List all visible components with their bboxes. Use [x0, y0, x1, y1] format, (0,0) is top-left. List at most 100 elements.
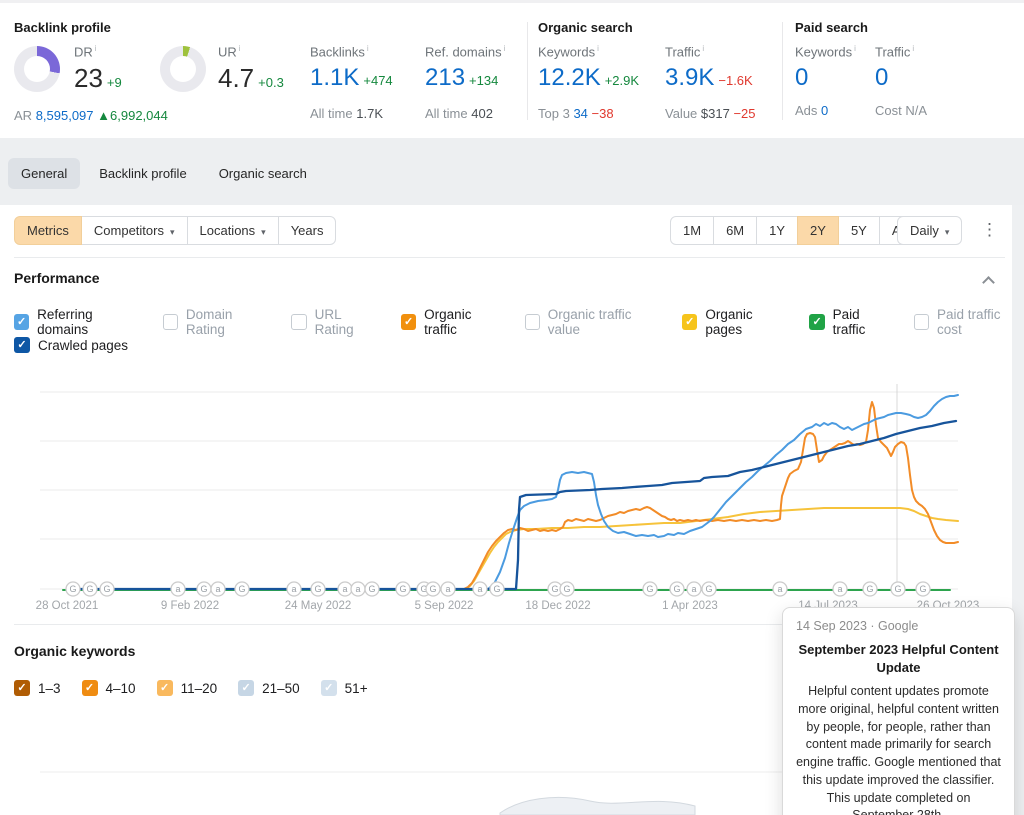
svg-text:G: G — [399, 584, 406, 594]
tab-general[interactable]: General — [8, 158, 81, 189]
checkbox-icon: ✓ — [401, 314, 417, 330]
svg-text:a: a — [777, 584, 782, 594]
organic-traffic-delta: −1.6K — [718, 73, 753, 89]
organic-traffic-value[interactable]: 3.9K — [665, 64, 715, 92]
backlinks-value[interactable]: 1.1K — [310, 64, 360, 92]
caret-down-icon: ▾ — [169, 227, 175, 237]
value-delta: −25 — [733, 106, 756, 122]
ar-label: AR — [14, 108, 33, 123]
svg-text:a: a — [445, 584, 450, 594]
range-5y-button[interactable]: 5Y — [837, 216, 880, 245]
svg-text:G: G — [673, 584, 680, 594]
ref-domains-metric: Ref. domains i 213 +134 All time 402 — [425, 44, 505, 121]
checkbox-domain-rating[interactable]: Domain Rating — [162, 307, 271, 337]
svg-text:G: G — [894, 584, 901, 594]
svg-text:G: G — [646, 584, 653, 594]
competitors-dropdown[interactable]: Competitors ▾ — [80, 216, 188, 245]
info-icon: i — [503, 44, 506, 53]
range-1m-button[interactable]: 1M — [670, 216, 715, 245]
tooltip-title: September 2023 Helpful Content Update — [798, 642, 999, 675]
ur-value: 4.7 — [218, 63, 255, 94]
tooltip-body: Helpful content updates promote more ori… — [796, 684, 1001, 815]
paid-keywords-value[interactable]: 0 — [795, 64, 809, 92]
checkbox-pos-51plus[interactable]: ✓ 51+ — [320, 680, 368, 696]
divider — [14, 257, 1005, 258]
checkbox-icon: ✓ — [320, 680, 337, 696]
checkbox-pos-1-3[interactable]: ✓ 1–3 — [14, 680, 61, 696]
svg-text:G: G — [86, 584, 93, 594]
svg-text:18 Dec 2022: 18 Dec 2022 — [525, 600, 590, 612]
google-update-tooltip: 14 Sep 2023 · Google September 2023 Help… — [782, 607, 1015, 815]
organic-keywords-value[interactable]: 12.2K — [538, 64, 601, 92]
tab-band: General Backlink profile Organic search — [0, 138, 1024, 205]
ur-donut-gauge — [160, 46, 206, 92]
granularity-dropdown[interactable]: Daily ▾ — [897, 216, 963, 245]
checkbox-crawled-pages[interactable]: ✓ Crawled pages — [14, 337, 128, 353]
checkbox-paid-traffic-cost[interactable]: Paid traffic cost — [913, 307, 1024, 337]
checkbox-icon: ✓ — [14, 680, 30, 696]
value-amount: $317 — [700, 106, 730, 122]
svg-text:a: a — [837, 584, 842, 594]
checkbox-pos-21-50[interactable]: ✓ 21–50 — [238, 680, 300, 696]
ads-value[interactable]: 0 — [821, 103, 829, 119]
paid-traffic-value[interactable]: 0 — [875, 64, 889, 92]
range-2y-button[interactable]: 2Y — [797, 216, 839, 245]
svg-text:24 May 2022: 24 May 2022 — [285, 600, 352, 612]
metrics-button[interactable]: Metrics — [14, 216, 82, 245]
ref-domains-delta: +134 — [469, 73, 499, 89]
organic-keywords-label: Keywords — [538, 44, 596, 60]
divider — [527, 22, 528, 120]
svg-text:G: G — [705, 584, 712, 594]
range-6m-button[interactable]: 6M — [713, 216, 758, 245]
checkbox-organic-traffic-value[interactable]: Organic traffic value — [524, 307, 662, 337]
tab-backlink-profile[interactable]: Backlink profile — [99, 166, 187, 181]
top-border — [0, 0, 1024, 3]
svg-text:9 Feb 2022: 9 Feb 2022 — [161, 600, 219, 612]
tab-organic-search[interactable]: Organic search — [218, 166, 307, 181]
organic-traffic-label: Traffic — [665, 44, 701, 60]
divider — [782, 22, 783, 120]
backlinks-alltime-value: 1.7K — [356, 106, 383, 122]
svg-text:a: a — [691, 584, 696, 594]
ref-domains-value[interactable]: 213 — [425, 64, 466, 92]
checkbox-pos-11-20[interactable]: ✓ 11–20 — [156, 680, 217, 696]
checkbox-icon: ✓ — [81, 680, 98, 696]
more-options-kebab-icon[interactable]: ⋮ — [981, 220, 998, 239]
svg-text:a: a — [215, 584, 220, 594]
years-button[interactable]: Years — [277, 216, 337, 245]
checkbox-url-rating[interactable]: URL Rating — [291, 307, 380, 337]
ur-label: UR — [218, 44, 237, 60]
checkbox-organic-traffic[interactable]: ✓ Organic traffic — [401, 307, 503, 337]
organic-keywords-title: Organic keywords — [14, 643, 136, 659]
organic-keywords-checkbox-row: ✓ 1–3 ✓ 4–10 ✓ 11–20 ✓ 21–50 ✓ 51+ — [14, 680, 368, 696]
checkbox-icon — [913, 314, 929, 330]
svg-text:G: G — [103, 584, 110, 594]
performance-checkbox-row-2: ✓ Crawled pages — [14, 337, 128, 353]
top3-label: Top 3 — [538, 106, 570, 122]
dr-label: DR — [74, 44, 93, 60]
info-icon: i — [238, 44, 241, 53]
checkbox-icon: ✓ — [809, 314, 825, 330]
caret-down-icon: ▾ — [261, 227, 266, 237]
ar-value[interactable]: 8,595,097 — [35, 108, 94, 123]
top3-delta: −38 — [591, 106, 614, 122]
dr-donut-gauge — [14, 46, 60, 92]
checkbox-referring-domains[interactable]: ✓ Referring domains — [14, 307, 142, 337]
locations-dropdown[interactable]: Locations ▾ — [186, 216, 279, 245]
svg-text:a: a — [291, 584, 296, 594]
collapse-chevron-up-icon[interactable] — [982, 276, 995, 289]
checkbox-pos-4-10[interactable]: ✓ 4–10 — [81, 680, 136, 696]
checkbox-organic-pages[interactable]: ✓ Organic pages — [682, 307, 788, 337]
checkbox-paid-traffic[interactable]: ✓ Paid traffic — [809, 307, 892, 337]
range-1y-button[interactable]: 1Y — [756, 216, 799, 245]
info-icon: i — [366, 44, 369, 53]
paid-traffic-label: Traffic — [875, 44, 911, 60]
top3-value[interactable]: 34 — [573, 106, 588, 122]
backlinks-metric: Backlinks i 1.1K +474 All time 1.7K — [310, 44, 393, 121]
header-metrics: Backlink profile DR i 23 +9 AR 8,595,097 ▲… — [0, 0, 1024, 138]
cost-value: N/A — [905, 103, 928, 119]
svg-text:a: a — [355, 584, 360, 594]
divider — [14, 624, 1005, 625]
caret-down-icon: ▾ — [944, 227, 950, 237]
